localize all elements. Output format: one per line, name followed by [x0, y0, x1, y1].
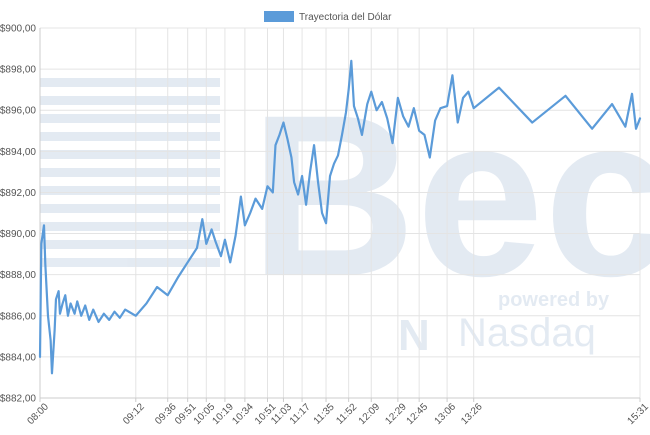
legend[interactable]: Trayectoria del Dólar — [264, 11, 392, 23]
x-tick-label: 15:31 — [625, 401, 650, 427]
y-tick-label: $900,00 — [0, 24, 36, 35]
legend-swatch — [264, 11, 294, 22]
y-tick-label: $896,00 — [0, 106, 36, 117]
x-axis: 08:00 09:12 09:3609:5110:0510:1910:3410:51… — [25, 397, 650, 427]
y-tick-label: $890,00 — [0, 229, 36, 240]
watermark-brand-mark: N — [398, 311, 430, 360]
x-tick-label: 11:52 — [334, 401, 359, 426]
x-tick-label: 11:35 — [312, 401, 337, 426]
series-layer — [38, 59, 642, 375]
y-tick-label: $892,00 — [0, 188, 36, 199]
y-tick-label: $884,00 — [0, 352, 36, 363]
y-tick-label: $894,00 — [0, 147, 36, 158]
x-tick-label: 08:00 — [25, 401, 51, 427]
x-tick-label: 10:34 — [230, 401, 256, 427]
series-line — [38, 59, 642, 375]
legend-label: Trayectoria del Dólar — [299, 12, 392, 23]
watermark-stripes — [40, 78, 220, 267]
x-tick-label: 12:09 — [357, 401, 383, 427]
x-tick-label: 12:29 — [383, 401, 409, 427]
watermark-logo: Bec — [250, 67, 650, 324]
y-tick-label: $888,00 — [0, 270, 36, 281]
y-tick-label: $898,00 — [0, 65, 36, 76]
y-axis: $882,00 $884,00 $886,00 $888,00 $890,00 $892,… — [0, 24, 41, 405]
x-tick-label: 13:26 — [459, 401, 485, 427]
x-tick-label: 11:17 — [288, 401, 313, 426]
x-tick-label: 13:06 — [433, 401, 459, 427]
x-tick-label: 09:36 — [153, 401, 179, 427]
watermark-brand: Nasdaq — [458, 311, 596, 355]
x-tick-label: 10:19 — [210, 401, 236, 427]
x-tick-label: 12:45 — [405, 401, 431, 427]
watermark-powered-by: powered by — [498, 289, 610, 311]
y-tick-label: $882,00 — [0, 394, 36, 405]
x-tick-label: 09:12 — [121, 401, 147, 427]
y-tick-label: $886,00 — [0, 311, 36, 322]
